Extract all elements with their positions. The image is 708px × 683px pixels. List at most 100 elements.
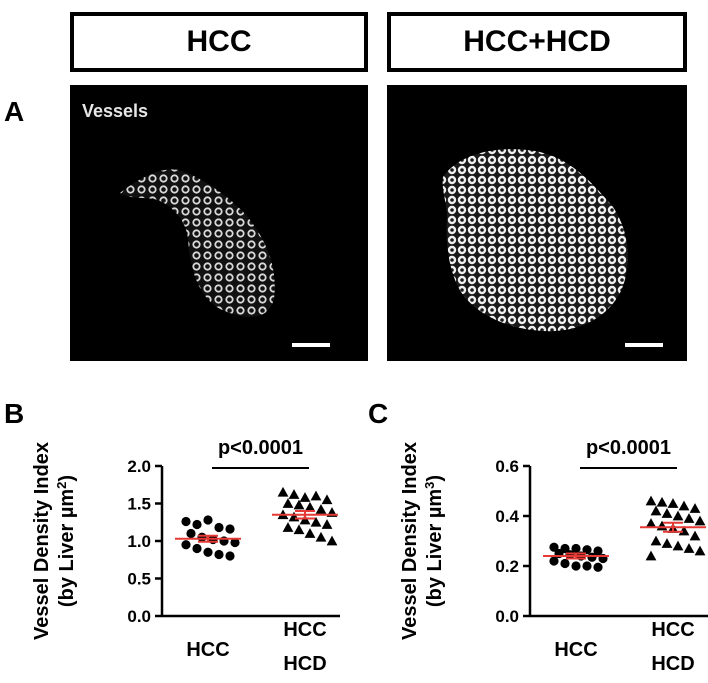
data-point-triangle — [288, 489, 300, 499]
data-point-triangle — [304, 528, 316, 538]
data-point-triangle — [683, 543, 695, 553]
y-axis-label: Vessel Density Index (by Liver µm2) — [31, 442, 78, 640]
y-tick-label: 0.0 — [127, 607, 151, 626]
header-hcc: HCC — [70, 12, 368, 72]
microscopy-image-hcc: Vessels — [70, 85, 368, 361]
data-point-triangle — [667, 498, 679, 508]
data-point-circle — [571, 543, 581, 554]
vessel-network-hcc — [120, 169, 330, 347]
data-point-triangle — [650, 505, 662, 516]
header-hcc-hcd-label: HCC+HCD — [463, 25, 611, 58]
data-point-triangle — [321, 494, 333, 505]
data-point-circle — [549, 542, 559, 552]
scatter-chart-density-volume: Vessel Density Index (by Liver µm3) 0.0 0.2… — [399, 437, 708, 675]
data-point-triangle — [661, 508, 673, 518]
p-value-label: p<0.0001 — [586, 437, 671, 459]
scatter-chart-density-area: Vessel Density Index (by Liver µm2) 0.0 0.5… — [31, 437, 340, 675]
scale-bar — [625, 343, 663, 347]
vessels-label: Vessels — [82, 101, 149, 121]
data-point-triangle — [672, 510, 684, 521]
data-point-triangle — [293, 499, 305, 510]
y-tick-label: 0.4 — [495, 507, 519, 526]
y-tick-label: 1.5 — [127, 495, 151, 514]
y-axis-label: Vessel Density Index (by Liver µm3) — [399, 442, 446, 640]
microscopy-image-hcc-hcd — [387, 85, 687, 361]
data-point-circle — [560, 558, 570, 569]
data-point-triangle — [672, 540, 684, 551]
data-point-triangle — [321, 519, 333, 529]
vessel-network-hcc-hcd — [442, 149, 663, 347]
data-point-triangle — [310, 490, 322, 501]
panel-letter-c: C — [368, 398, 389, 429]
data-point-triangle — [282, 498, 294, 508]
y-tick-label: 1.0 — [127, 532, 151, 551]
data-point-triangle — [678, 525, 690, 536]
y-axis-label-line1: Vessel Density Index — [399, 442, 421, 640]
y-axis-label-line2: (by Liver µm2) — [54, 475, 79, 607]
y-tick-label: 0.5 — [127, 570, 151, 589]
data-point-circle — [571, 561, 581, 571]
data-point-triangle — [645, 518, 657, 528]
data-point-circle — [181, 540, 191, 550]
data-point-triangle — [694, 545, 706, 556]
data-point-circle — [192, 519, 202, 530]
x-group-label: HCC — [186, 639, 229, 661]
data-point-triangle — [645, 495, 657, 506]
header-hcc-hcd: HCC+HCD — [387, 12, 687, 72]
data-point-triangle — [310, 516, 322, 527]
y-axis-label-superscript: 2 — [54, 482, 69, 489]
x-group-label-line1: HCC — [283, 619, 326, 641]
data-point-circle — [582, 561, 592, 571]
data-point-circle — [582, 545, 592, 555]
y-tick-label: 2.0 — [127, 457, 151, 476]
data-point-circle — [186, 528, 196, 539]
p-value-label: p<0.0001 — [218, 437, 303, 459]
data-point-circle — [593, 562, 603, 572]
panel-letter-a: A — [4, 96, 25, 127]
y-axis-label-line2: (by Liver µm3) — [422, 475, 447, 607]
y-axis-label-line2-prefix: (by Liver µm — [424, 489, 446, 607]
data-point-triangle — [694, 515, 706, 526]
x-group-label-line2: HCD — [283, 653, 326, 675]
y-axis-label-line2-suffix: ) — [56, 475, 78, 482]
data-point-triangle — [689, 530, 701, 541]
data-point-triangle — [282, 522, 294, 532]
data-point-circle — [203, 515, 213, 525]
data-point-triangle — [683, 513, 695, 523]
x-group-label-line1: HCC — [651, 619, 694, 641]
data-point-triangle — [315, 504, 327, 514]
data-point-circle — [203, 547, 213, 557]
panel-letter-b: B — [4, 398, 25, 429]
data-point-triangle — [304, 501, 316, 512]
data-point-triangle — [299, 492, 311, 502]
data-point-circle — [587, 552, 597, 562]
data-point-circle — [565, 550, 575, 560]
data-point-circle — [593, 546, 603, 556]
x-group-label-line2: HCD — [651, 653, 694, 675]
data-point-circle — [214, 549, 224, 560]
data-point-circle — [549, 556, 559, 566]
data-point-circle — [214, 522, 224, 533]
y-axis-label-line2-suffix: ) — [424, 475, 446, 482]
data-point-triangle — [315, 531, 327, 542]
data-point-circle — [225, 524, 235, 534]
data-point-triangle — [656, 496, 668, 507]
x-group-label: HCC — [554, 639, 597, 661]
data-point-triangle — [689, 503, 701, 513]
scale-bar — [292, 343, 330, 347]
data-point-triangle — [277, 486, 289, 497]
y-axis-label-line2-prefix: (by Liver µm — [56, 489, 78, 607]
data-point-circle — [197, 532, 207, 542]
data-point-triangle — [650, 535, 662, 546]
y-axis-label-line1: Vessel Density Index — [31, 442, 53, 640]
data-point-triangle — [661, 538, 673, 548]
data-point-triangle — [645, 550, 657, 561]
data-point-circle — [225, 551, 235, 561]
header-hcc-label: HCC — [186, 25, 252, 58]
y-tick-label: 0.6 — [495, 457, 519, 476]
y-axis-label-superscript: 3 — [422, 482, 437, 489]
y-tick-label: 0.2 — [495, 557, 519, 576]
data-point-triangle — [326, 535, 338, 546]
y-tick-label: 0.0 — [495, 607, 519, 626]
data-point-circle — [181, 516, 191, 527]
